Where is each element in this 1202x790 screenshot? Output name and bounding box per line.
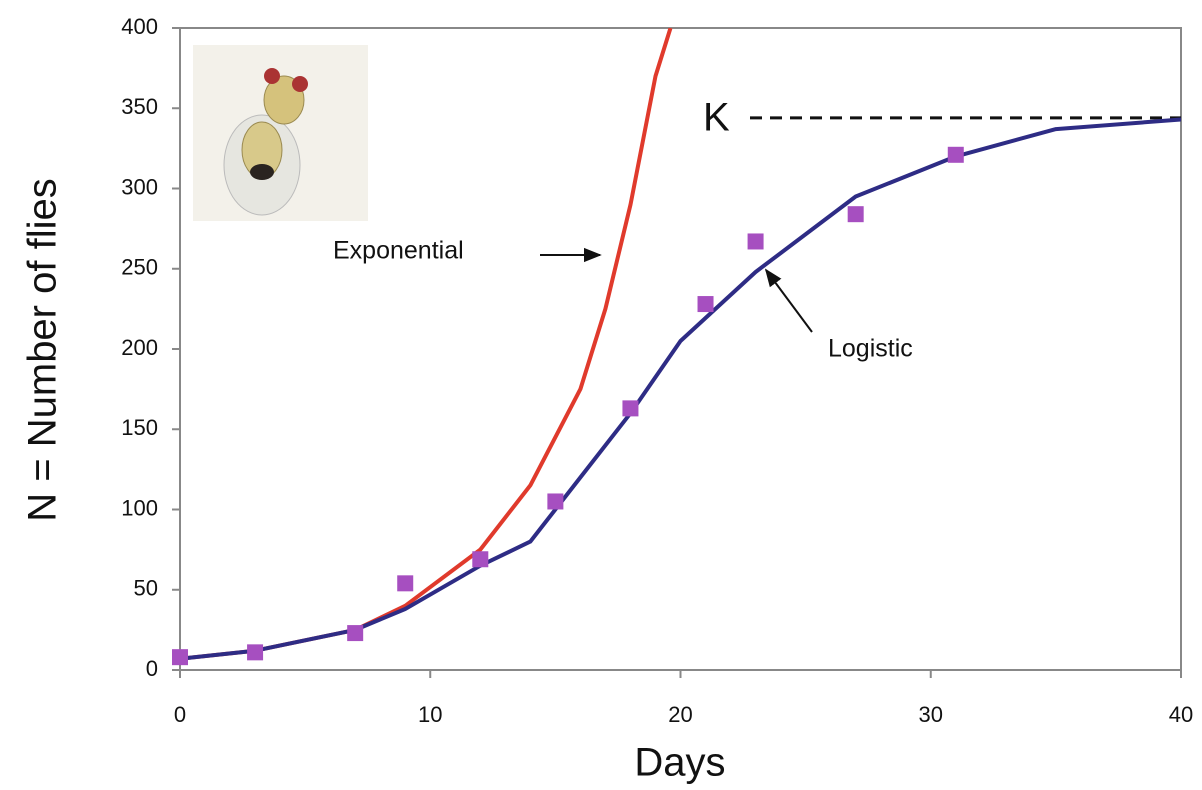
data-point xyxy=(622,400,639,417)
data-point xyxy=(472,551,489,568)
plot-area xyxy=(180,28,1181,661)
data-point xyxy=(397,575,414,592)
x-tick-label: 40 xyxy=(1169,702,1193,727)
x-tick-label: 30 xyxy=(919,702,943,727)
x-tick-label: 20 xyxy=(668,702,692,727)
y-axis-title: N = Number of flies xyxy=(21,178,65,521)
annotation: Exponential xyxy=(333,237,464,265)
data-point xyxy=(247,644,264,661)
annotation: Logistic xyxy=(828,335,913,363)
y-tick-label: 250 xyxy=(121,255,158,280)
data-point xyxy=(547,493,564,510)
line-series xyxy=(180,117,1181,661)
data-point xyxy=(747,233,764,250)
k-label: K xyxy=(703,96,730,140)
fly-illustration xyxy=(193,45,368,221)
y-tick-label: 400 xyxy=(121,14,158,39)
data-point xyxy=(697,296,714,313)
x-tick-label: 10 xyxy=(418,702,442,727)
data-point xyxy=(347,625,364,642)
y-tick-label: 50 xyxy=(134,576,158,601)
y-tick-label: 150 xyxy=(121,415,158,440)
annotation-arrow xyxy=(764,268,813,333)
y-tick-label: 0 xyxy=(146,656,158,681)
y-tick-label: 350 xyxy=(121,94,158,119)
x-axis-title: Days xyxy=(634,741,725,785)
y-tick-label: 100 xyxy=(121,495,158,520)
data-point xyxy=(947,146,964,163)
x-tick-label: 0 xyxy=(174,702,186,727)
data-point xyxy=(847,206,864,223)
y-tick-label: 200 xyxy=(121,335,158,360)
y-tick-label: 300 xyxy=(121,174,158,199)
data-point xyxy=(172,649,188,666)
